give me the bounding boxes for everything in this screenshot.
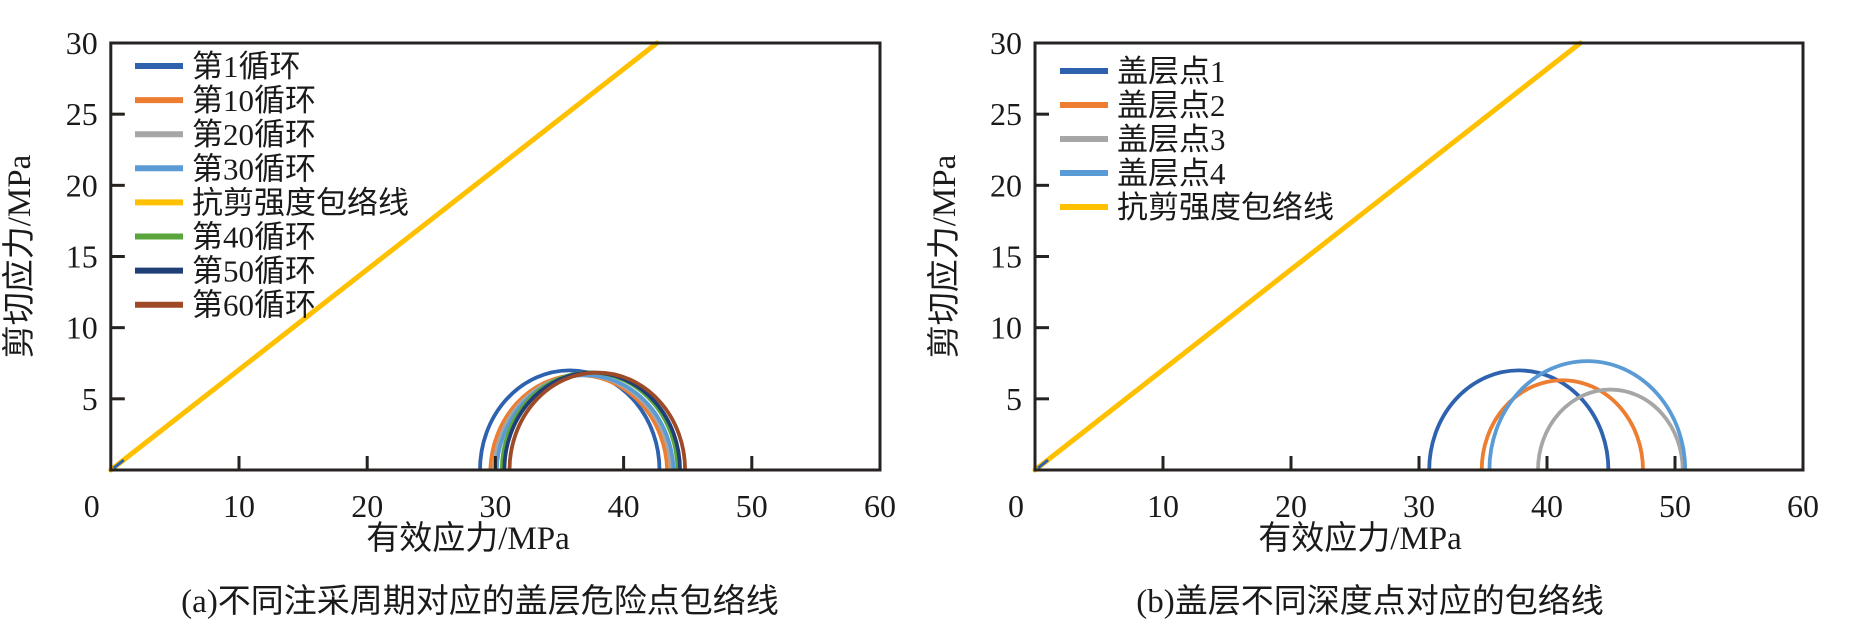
x-tick-label: 40 [608,488,640,524]
caption-b: (b)盖层不同深度点对应的包络线 [1136,584,1604,620]
chart-b: 0 10 20 30 40 50 6051015202530有效应力/MPa剪切应力/MPa… [926,25,1819,557]
legend-label: 第40循环 [192,220,316,255]
y-tick-label: 25 [990,96,1022,132]
mohr-circle [1487,359,1688,471]
y-tick-label: 15 [66,239,98,275]
x-tick-label: 0 [84,488,100,524]
origin-mark [1037,458,1049,470]
legend-label: 第30循环 [192,151,316,186]
legend-label: 盖层点2 [1117,88,1226,123]
mohr-circle [1427,368,1611,471]
legend-label: 第20循环 [192,117,316,152]
y-tick-label: 30 [66,25,98,61]
envelope-line [108,40,660,473]
mohr-circle [499,370,680,471]
legend-label: 盖层点3 [1117,122,1226,157]
envelope-line [1032,40,1583,473]
legend-label: 盖层点4 [1117,156,1226,191]
x-tick-label: 30 [1403,488,1435,524]
x-tick-label: 60 [864,488,896,524]
x-tick-label: 40 [1531,488,1563,524]
mohr-circle [507,370,687,471]
y-axis-label: 剪切应力/MPa [1,154,38,358]
legend-label: 抗剪强度包络线 [1117,190,1334,225]
y-tick-label: 5 [1006,381,1022,417]
legend-label: 抗剪强度包络线 [192,185,409,220]
x-tick-label: 0 [1008,488,1024,524]
x-axis-label: 有效应力/MPa [366,520,570,557]
y-tick-label: 5 [82,381,98,417]
mohr-circle [1479,378,1645,471]
y-tick-label: 15 [990,239,1022,275]
y-axis-label: 剪切应力/MPa [926,154,963,358]
caption-a: (a)不同注采周期对应的盖层危险点包络线 [181,584,779,620]
legend-label: 盖层点1 [1117,54,1226,89]
x-tick-label: 10 [1147,488,1179,524]
y-tick-label: 10 [990,310,1022,346]
x-tick-label: 50 [1659,488,1691,524]
mohr-circle [478,368,662,471]
legend-label: 第1循环 [192,49,301,84]
chart-a: 0 10 20 30 40 50 6051015202530有效应力/MPa剪切应力/MPa… [1,25,896,557]
plot-frame [1033,41,1805,472]
y-tick-label: 20 [990,167,1022,203]
x-tick-label: 10 [223,488,255,524]
x-axis-label: 有效应力/MPa [1258,520,1462,557]
x-tick-label: 20 [1275,488,1307,524]
y-tick-label: 25 [66,96,98,132]
legend-label: 第60循环 [192,288,316,323]
legend-label: 第10循环 [192,83,316,118]
x-tick-label: 50 [736,488,768,524]
mohr-circle [1536,387,1685,471]
y-tick-label: 20 [66,167,98,203]
origin-mark [112,458,125,470]
x-tick-label: 20 [351,488,383,524]
x-tick-label: 30 [479,488,511,524]
y-tick-label: 30 [990,25,1022,61]
plot-frame [109,41,882,472]
y-tick-label: 10 [66,310,98,346]
legend-label: 第50循环 [192,254,316,289]
x-tick-label: 60 [1787,488,1819,524]
